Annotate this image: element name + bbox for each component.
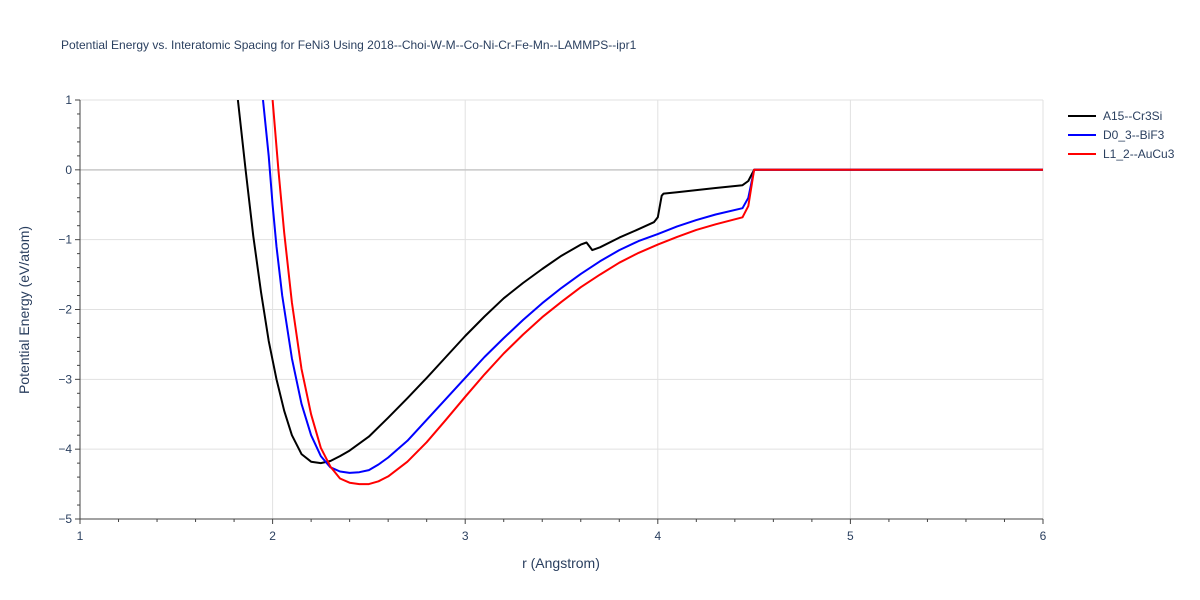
series-lines: [236, 100, 1043, 486]
series-line-1[interactable]: [262, 100, 1043, 474]
x-tick-label: 6: [1040, 529, 1047, 543]
legend-swatch-d03: [1068, 133, 1096, 136]
x-tick-label: 4: [654, 529, 661, 543]
y-tick-label: −3: [58, 372, 72, 386]
chart-title: Potential Energy vs. Interatomic Spacing…: [61, 38, 637, 52]
tick-labels: 1 2 3 4 5 6 1 0 −1 −2 −3 −4 −5: [58, 93, 1046, 543]
legend-item-a15[interactable]: A15--Cr3Si: [1068, 106, 1174, 125]
y-tick-label: −5: [58, 512, 72, 526]
x-tick-label: 3: [462, 529, 469, 543]
y-axis-title: Potential Energy (eV/atom): [16, 226, 32, 394]
series-line-2[interactable]: [271, 100, 1043, 486]
y-tick-label: −4: [58, 442, 72, 456]
series-line-0[interactable]: [236, 100, 1043, 465]
y-tick-label: −2: [58, 303, 72, 317]
axes: [75, 99, 1044, 524]
y-tick-label: 1: [65, 93, 72, 107]
legend-label-d03: D0_3--BiF3: [1103, 127, 1165, 142]
legend-item-d03[interactable]: D0_3--BiF3: [1068, 125, 1174, 144]
x-tick-label: 5: [847, 529, 854, 543]
y-tick-label: −1: [58, 233, 72, 247]
x-tick-label: 1: [77, 529, 84, 543]
x-axis-title: r (Angstrom): [522, 555, 600, 571]
legend: A15--Cr3Si D0_3--BiF3 L1_2--AuCu3: [1068, 106, 1174, 163]
legend-swatch-l12: [1068, 152, 1096, 155]
grid-lines: [80, 99, 1044, 519]
legend-swatch-a15: [1068, 114, 1096, 117]
legend-label-a15: A15--Cr3Si: [1103, 108, 1163, 123]
y-tick-label: 0: [65, 163, 72, 177]
legend-label-l12: L1_2--AuCu3: [1103, 146, 1175, 161]
x-tick-label: 2: [269, 529, 276, 543]
legend-item-l12[interactable]: L1_2--AuCu3: [1068, 144, 1174, 163]
